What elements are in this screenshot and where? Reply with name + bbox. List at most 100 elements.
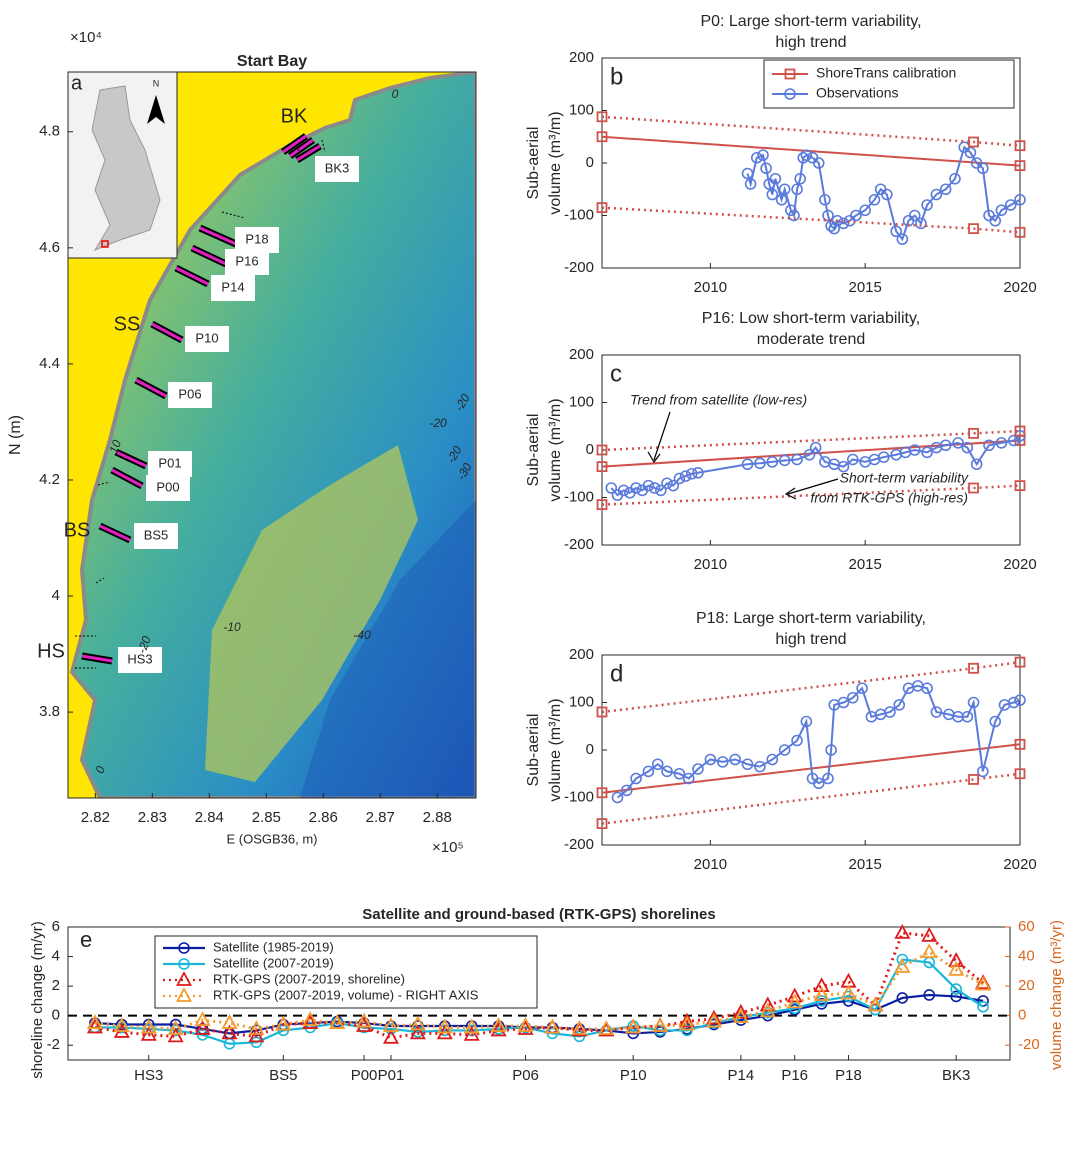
marker xyxy=(652,1017,669,1032)
marker xyxy=(140,1025,157,1041)
marker xyxy=(1004,199,1017,211)
contour-label: 0 xyxy=(93,764,109,775)
y-tick-label: 0 xyxy=(52,1007,60,1024)
site-label: SS xyxy=(114,313,141,335)
marker xyxy=(760,162,772,175)
y-tick-label: 0 xyxy=(586,741,594,758)
marker xyxy=(921,943,938,959)
label-box xyxy=(148,451,192,477)
y-tick-label: 4.6 xyxy=(39,239,60,256)
marker xyxy=(651,758,664,771)
marker xyxy=(766,456,779,468)
y-tick-label: -200 xyxy=(564,259,594,276)
sandbank xyxy=(205,445,418,782)
y-tick-label: 4.2 xyxy=(39,471,60,488)
marker xyxy=(884,706,896,718)
marker xyxy=(837,460,850,473)
profile-line xyxy=(282,134,307,154)
marker xyxy=(751,151,763,164)
series-line xyxy=(94,993,984,1035)
series-line xyxy=(94,950,984,1031)
marker xyxy=(463,1025,480,1041)
marker xyxy=(977,162,989,175)
y-tick-label: 200 xyxy=(569,346,594,363)
marker xyxy=(705,1012,722,1028)
marker xyxy=(655,484,667,497)
marker xyxy=(329,1014,346,1029)
label-box xyxy=(315,156,359,182)
marker xyxy=(791,734,803,747)
contour-label: -20 xyxy=(135,634,154,655)
marker xyxy=(642,765,655,778)
legend-label: RTK-GPS (2007-2019, volume) - RIGHT AXIS xyxy=(213,987,479,1002)
marker xyxy=(692,763,704,775)
inset-land xyxy=(91,85,161,252)
marker xyxy=(923,989,936,1001)
y-tick-label: 4.4 xyxy=(39,355,60,372)
marker xyxy=(813,977,830,993)
marker xyxy=(546,1027,559,1040)
x-tick-label: 2.85 xyxy=(252,809,281,826)
marker xyxy=(921,446,933,459)
marker xyxy=(596,131,608,143)
marker xyxy=(661,765,673,778)
y-axis-label: N (m) xyxy=(7,415,24,455)
marker xyxy=(356,1017,373,1032)
y-axis-label: volume (m³/m) xyxy=(547,398,564,501)
panel-letter: b xyxy=(610,63,623,90)
marker xyxy=(598,1020,615,1035)
profile-label: P06 xyxy=(178,386,201,401)
marker xyxy=(968,136,979,148)
marker xyxy=(968,482,979,494)
x-tick-label: BS5 xyxy=(269,1067,297,1084)
profile-line xyxy=(81,654,113,663)
marker xyxy=(517,1020,534,1035)
y-tick-label: 100 xyxy=(569,393,594,410)
marker xyxy=(964,146,977,159)
marker xyxy=(983,439,995,452)
marker xyxy=(754,760,766,773)
marker xyxy=(930,188,943,201)
legend-label: Satellite (1985-2019) xyxy=(213,939,334,954)
profile-line xyxy=(135,378,167,398)
marker xyxy=(968,427,979,439)
marker xyxy=(896,233,909,245)
marker xyxy=(704,753,717,766)
marker xyxy=(382,1017,399,1032)
marker xyxy=(1014,226,1026,238)
marker xyxy=(729,753,741,766)
x-tick-label: P18 xyxy=(835,1067,862,1084)
y2-tick-label: 60 xyxy=(1018,918,1035,935)
legend-label: RTK-GPS (2007-2019, shoreline) xyxy=(213,971,405,986)
chart-title: high trend xyxy=(775,34,846,51)
marker xyxy=(744,178,757,190)
marker xyxy=(786,987,803,1003)
label-box xyxy=(225,249,269,275)
y-axis-label: volume (m³/m) xyxy=(547,698,564,801)
x-tick-label: 2020 xyxy=(1003,856,1036,873)
marker xyxy=(961,441,974,454)
panel-letter: d xyxy=(610,660,623,687)
axes-frame xyxy=(601,654,1021,846)
chart-title: P18: Large short-term variability, xyxy=(696,610,926,627)
annotation: from RTK-GPS (high-res) xyxy=(810,490,968,506)
marker xyxy=(995,204,1008,217)
profile-line xyxy=(191,246,227,266)
site-label: HS xyxy=(37,640,65,662)
marker xyxy=(140,1018,157,1034)
profile-line xyxy=(99,524,131,542)
marker xyxy=(894,958,911,973)
marker xyxy=(921,926,938,942)
marker xyxy=(786,993,803,1009)
marker xyxy=(490,1017,507,1032)
x-tick-label: 2010 xyxy=(694,279,727,296)
marker xyxy=(778,744,791,756)
marker xyxy=(685,467,698,480)
panel-letter: e xyxy=(80,927,92,952)
marker xyxy=(948,952,965,967)
profile-label: P16 xyxy=(235,253,258,268)
marker xyxy=(794,172,806,185)
marker xyxy=(463,1018,480,1034)
marker xyxy=(113,1017,130,1032)
marker xyxy=(661,477,673,490)
